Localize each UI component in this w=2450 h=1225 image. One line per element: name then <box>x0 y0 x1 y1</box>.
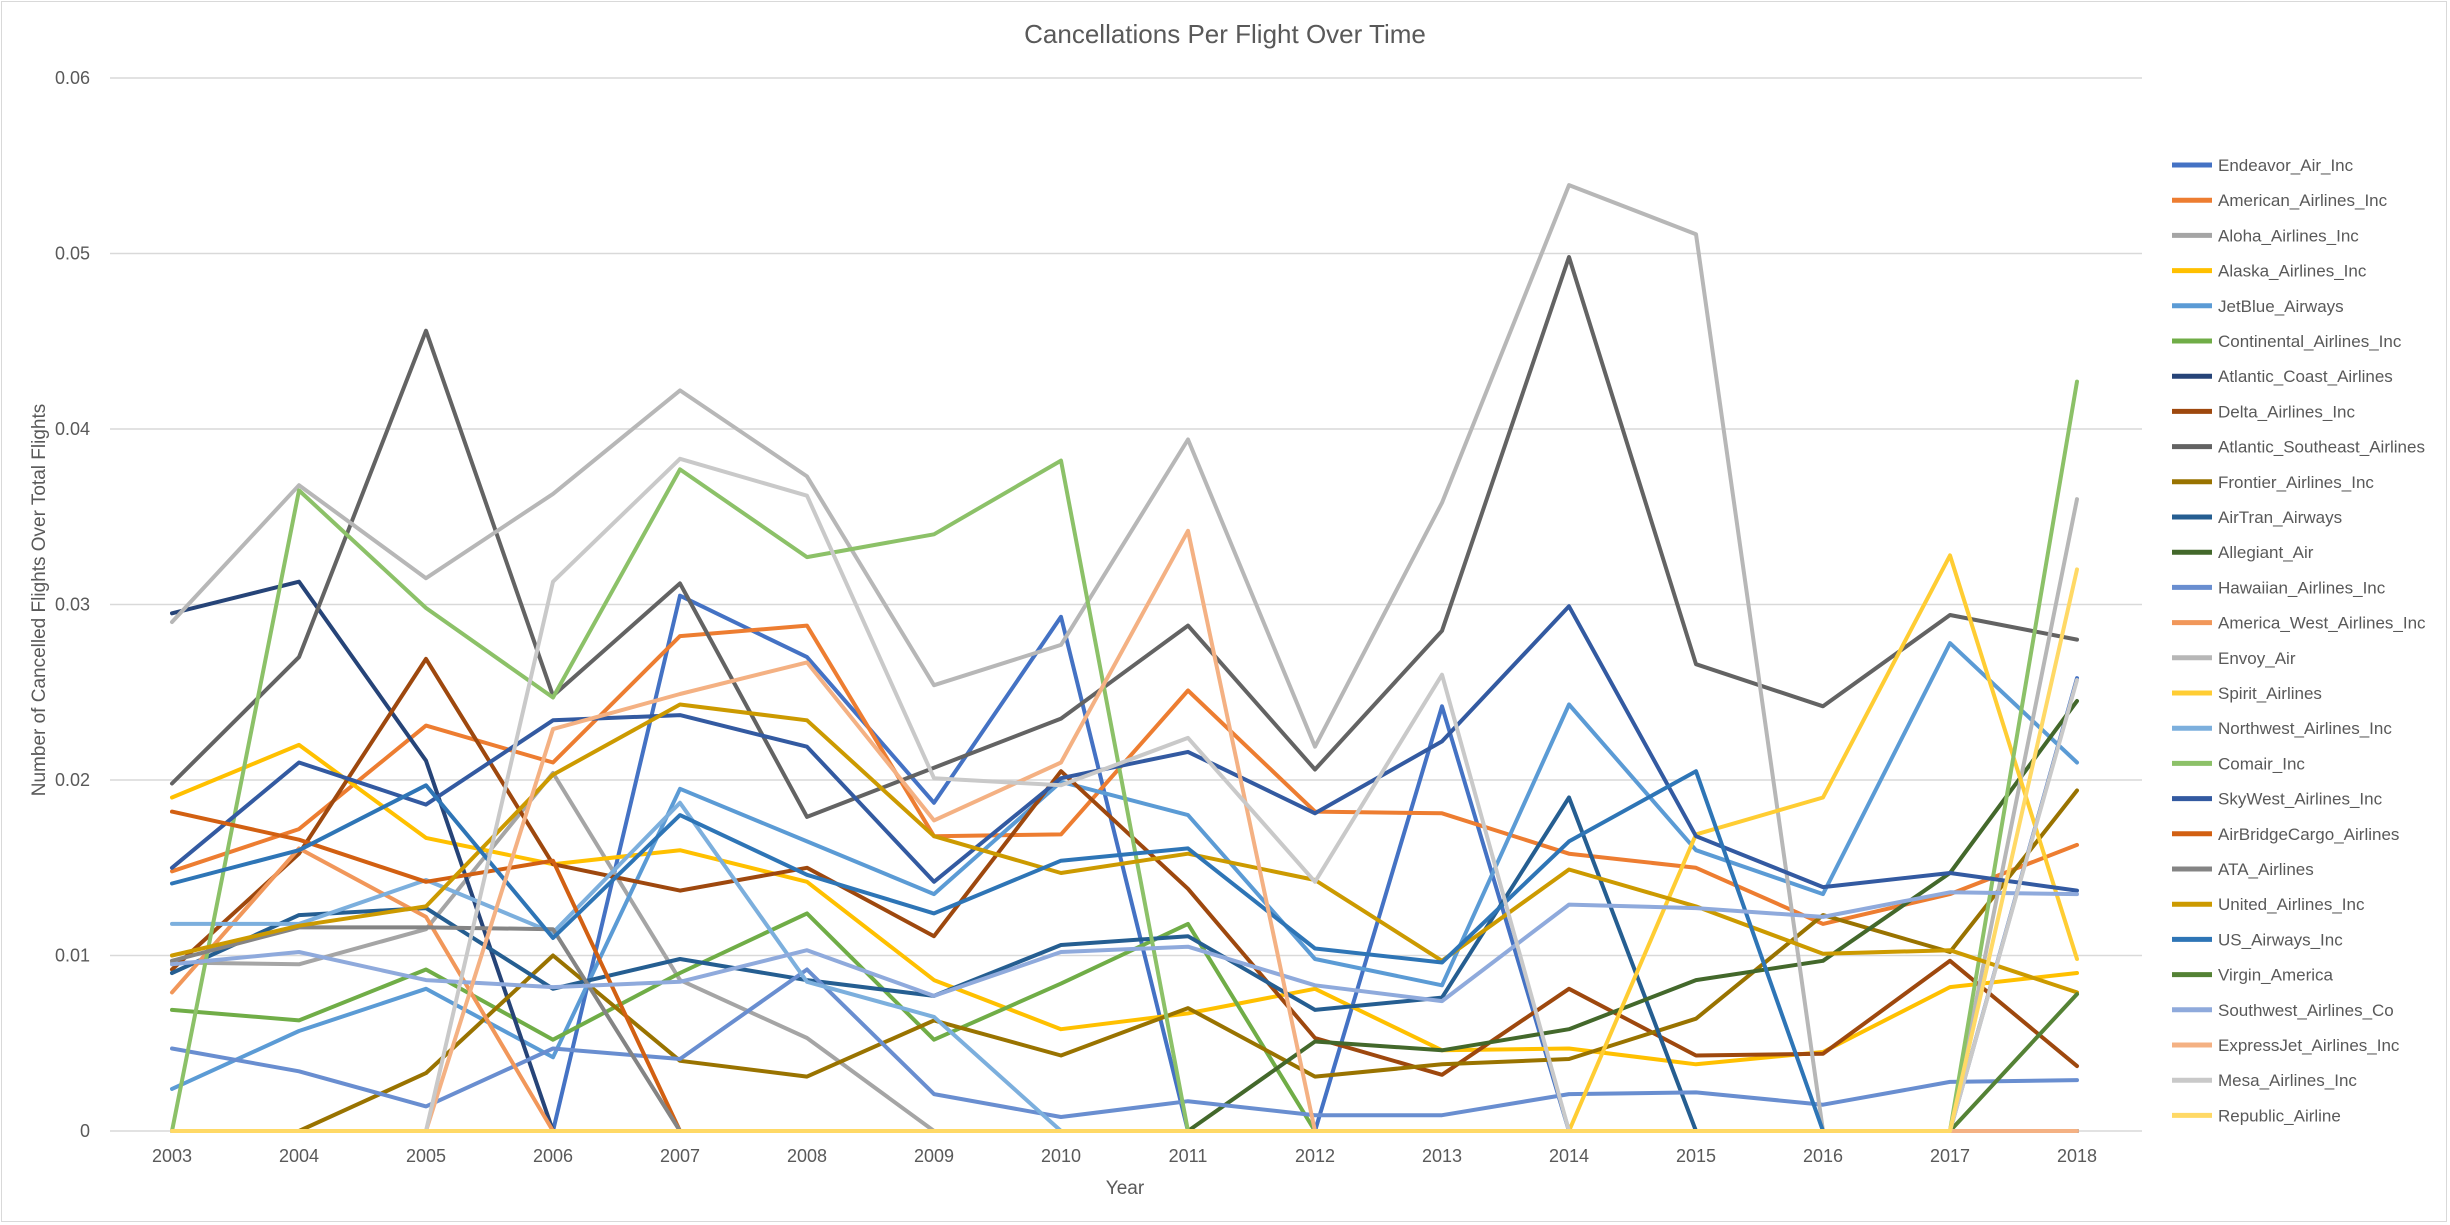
y-tick-label: 0.03 <box>55 595 90 615</box>
legend-label: America_West_Airlines_Inc <box>2218 614 2426 633</box>
legend-label: ATA_Airlines <box>2218 860 2314 879</box>
x-tick-label: 2013 <box>1422 1146 1462 1166</box>
legend-label: Envoy_Air <box>2218 649 2296 668</box>
x-tick-label: 2014 <box>1549 1146 1589 1166</box>
legend-item: AirBridgeCargo_Airlines <box>2172 825 2399 844</box>
legend-item: Frontier_Airlines_Inc <box>2172 473 2374 492</box>
legend: Endeavor_Air_Inc American_Airlines_Inc Alo… <box>2172 156 2426 1125</box>
series-line <box>170 890 2079 1004</box>
legend-label: United_Airlines_Inc <box>2218 895 2365 914</box>
legend-label: Allegiant_Air <box>2218 543 2314 562</box>
legend-label: Delta_Airlines_Inc <box>2218 402 2356 421</box>
legend-label: Comair_Inc <box>2218 754 2305 773</box>
x-tick-label: 2003 <box>152 1146 192 1166</box>
x-tick-label: 2006 <box>533 1146 573 1166</box>
legend-item: Endeavor_Air_Inc <box>2172 156 2354 175</box>
legend-item: Comair_Inc <box>2172 754 2305 773</box>
legend-label: Northwest_Airlines_Inc <box>2218 719 2392 738</box>
legend-item: Northwest_Airlines_Inc <box>2172 719 2392 738</box>
legend-label: Virgin_America <box>2218 966 2334 985</box>
legend-item: JetBlue_Airways <box>2172 297 2344 316</box>
legend-item: Envoy_Air <box>2172 649 2296 668</box>
x-tick-label: 2018 <box>2057 1146 2097 1166</box>
legend-item: Allegiant_Air <box>2172 543 2314 562</box>
legend-label: Frontier_Airlines_Inc <box>2218 473 2374 492</box>
legend-label: Continental_Airlines_Inc <box>2218 332 2402 351</box>
x-tick-label: 2004 <box>279 1146 319 1166</box>
legend-item: Virgin_America <box>2172 966 2334 985</box>
legend-item: Mesa_Airlines_Inc <box>2172 1071 2357 1090</box>
legend-label: Endeavor_Air_Inc <box>2218 156 2354 175</box>
legend-label: JetBlue_Airways <box>2218 297 2344 316</box>
legend-label: Spirit_Airlines <box>2218 684 2322 703</box>
legend-item: Atlantic_Coast_Airlines <box>2172 367 2393 386</box>
legend-label: Hawaiian_Airlines_Inc <box>2218 578 2386 597</box>
series-line <box>170 967 2079 1119</box>
series-line <box>170 604 2079 893</box>
series-lines <box>170 183 2079 1133</box>
legend-item: Continental_Airlines_Inc <box>2172 332 2402 351</box>
legend-label: American_Airlines_Inc <box>2218 191 2388 210</box>
y-tick-label: 0.02 <box>55 770 90 790</box>
legend-item: United_Airlines_Inc <box>2172 895 2365 914</box>
chart-title: Cancellations Per Flight Over Time <box>1024 19 1426 49</box>
y-tick-label: 0.05 <box>55 244 90 264</box>
x-tick-label: 2011 <box>1169 1146 1208 1166</box>
legend-label: Republic_Airline <box>2218 1106 2341 1125</box>
x-tick-label: 2007 <box>660 1146 700 1166</box>
y-axis-label: Number of Cancelled Flights Over Total F… <box>29 404 50 796</box>
x-tick-label: 2016 <box>1803 1146 1843 1166</box>
x-tick-label: 2008 <box>787 1146 827 1166</box>
legend-label: SkyWest_Airlines_Inc <box>2218 790 2383 809</box>
legend-item: Atlantic_Southeast_Airlines <box>2172 438 2425 457</box>
series-line <box>170 788 2079 1133</box>
legend-label: Aloha_Airlines_Inc <box>2218 226 2359 245</box>
y-axis-tick-labels: 0 0.01 0.02 0.03 0.04 0.05 0.06 <box>55 68 90 1141</box>
x-tick-label: 2017 <box>1930 1146 1970 1166</box>
legend-item: Aloha_Airlines_Inc <box>2172 226 2359 245</box>
series-line <box>170 567 2079 1133</box>
legend-label: Atlantic_Southeast_Airlines <box>2218 438 2425 457</box>
legend-label: Southwest_Airlines_Co <box>2218 1001 2394 1020</box>
legend-item: Southwest_Airlines_Co <box>2172 1001 2394 1020</box>
legend-label: AirTran_Airways <box>2218 508 2342 527</box>
legend-label: Atlantic_Coast_Airlines <box>2218 367 2393 386</box>
x-axis-label: Year <box>1106 1178 1145 1199</box>
series-line <box>170 702 2079 995</box>
legend-label: Alaska_Airlines_Inc <box>2218 262 2367 281</box>
x-tick-label: 2005 <box>406 1146 446 1166</box>
legend-item: Republic_Airline <box>2172 1106 2341 1125</box>
legend-item: US_Airways_Inc <box>2172 930 2343 949</box>
legend-label: AirBridgeCargo_Airlines <box>2218 825 2399 844</box>
legend-item: ExpressJet_Airlines_Inc <box>2172 1036 2400 1055</box>
legend-item: ATA_Airlines <box>2172 860 2314 879</box>
legend-label: ExpressJet_Airlines_Inc <box>2218 1036 2400 1055</box>
legend-item: Hawaiian_Airlines_Inc <box>2172 578 2386 597</box>
legend-item: Alaska_Airlines_Inc <box>2172 262 2367 281</box>
legend-label: Mesa_Airlines_Inc <box>2218 1071 2357 1090</box>
x-tick-label: 2009 <box>914 1146 954 1166</box>
y-tick-label: 0 <box>80 1121 90 1141</box>
x-tick-label: 2012 <box>1295 1146 1335 1166</box>
legend-item: American_Airlines_Inc <box>2172 191 2388 210</box>
y-tick-label: 0.01 <box>55 946 90 966</box>
x-tick-label: 2015 <box>1676 1146 1716 1166</box>
legend-item: AirTran_Airways <box>2172 508 2342 527</box>
x-axis-tick-labels: 2003 2004 2005 2006 2007 2008 2009 2010 2011 2012… <box>152 1146 2097 1166</box>
x-tick-label: 2010 <box>1041 1146 1081 1166</box>
y-tick-label: 0.06 <box>55 68 90 88</box>
y-tick-label: 0.04 <box>55 419 90 439</box>
legend-item: Delta_Airlines_Inc <box>2172 402 2356 421</box>
legend-label: US_Airways_Inc <box>2218 930 2343 949</box>
legend-item: Spirit_Airlines <box>2172 684 2322 703</box>
series-line <box>170 183 2079 1133</box>
legend-item: America_West_Airlines_Inc <box>2172 614 2426 633</box>
legend-item: SkyWest_Airlines_Inc <box>2172 790 2383 809</box>
